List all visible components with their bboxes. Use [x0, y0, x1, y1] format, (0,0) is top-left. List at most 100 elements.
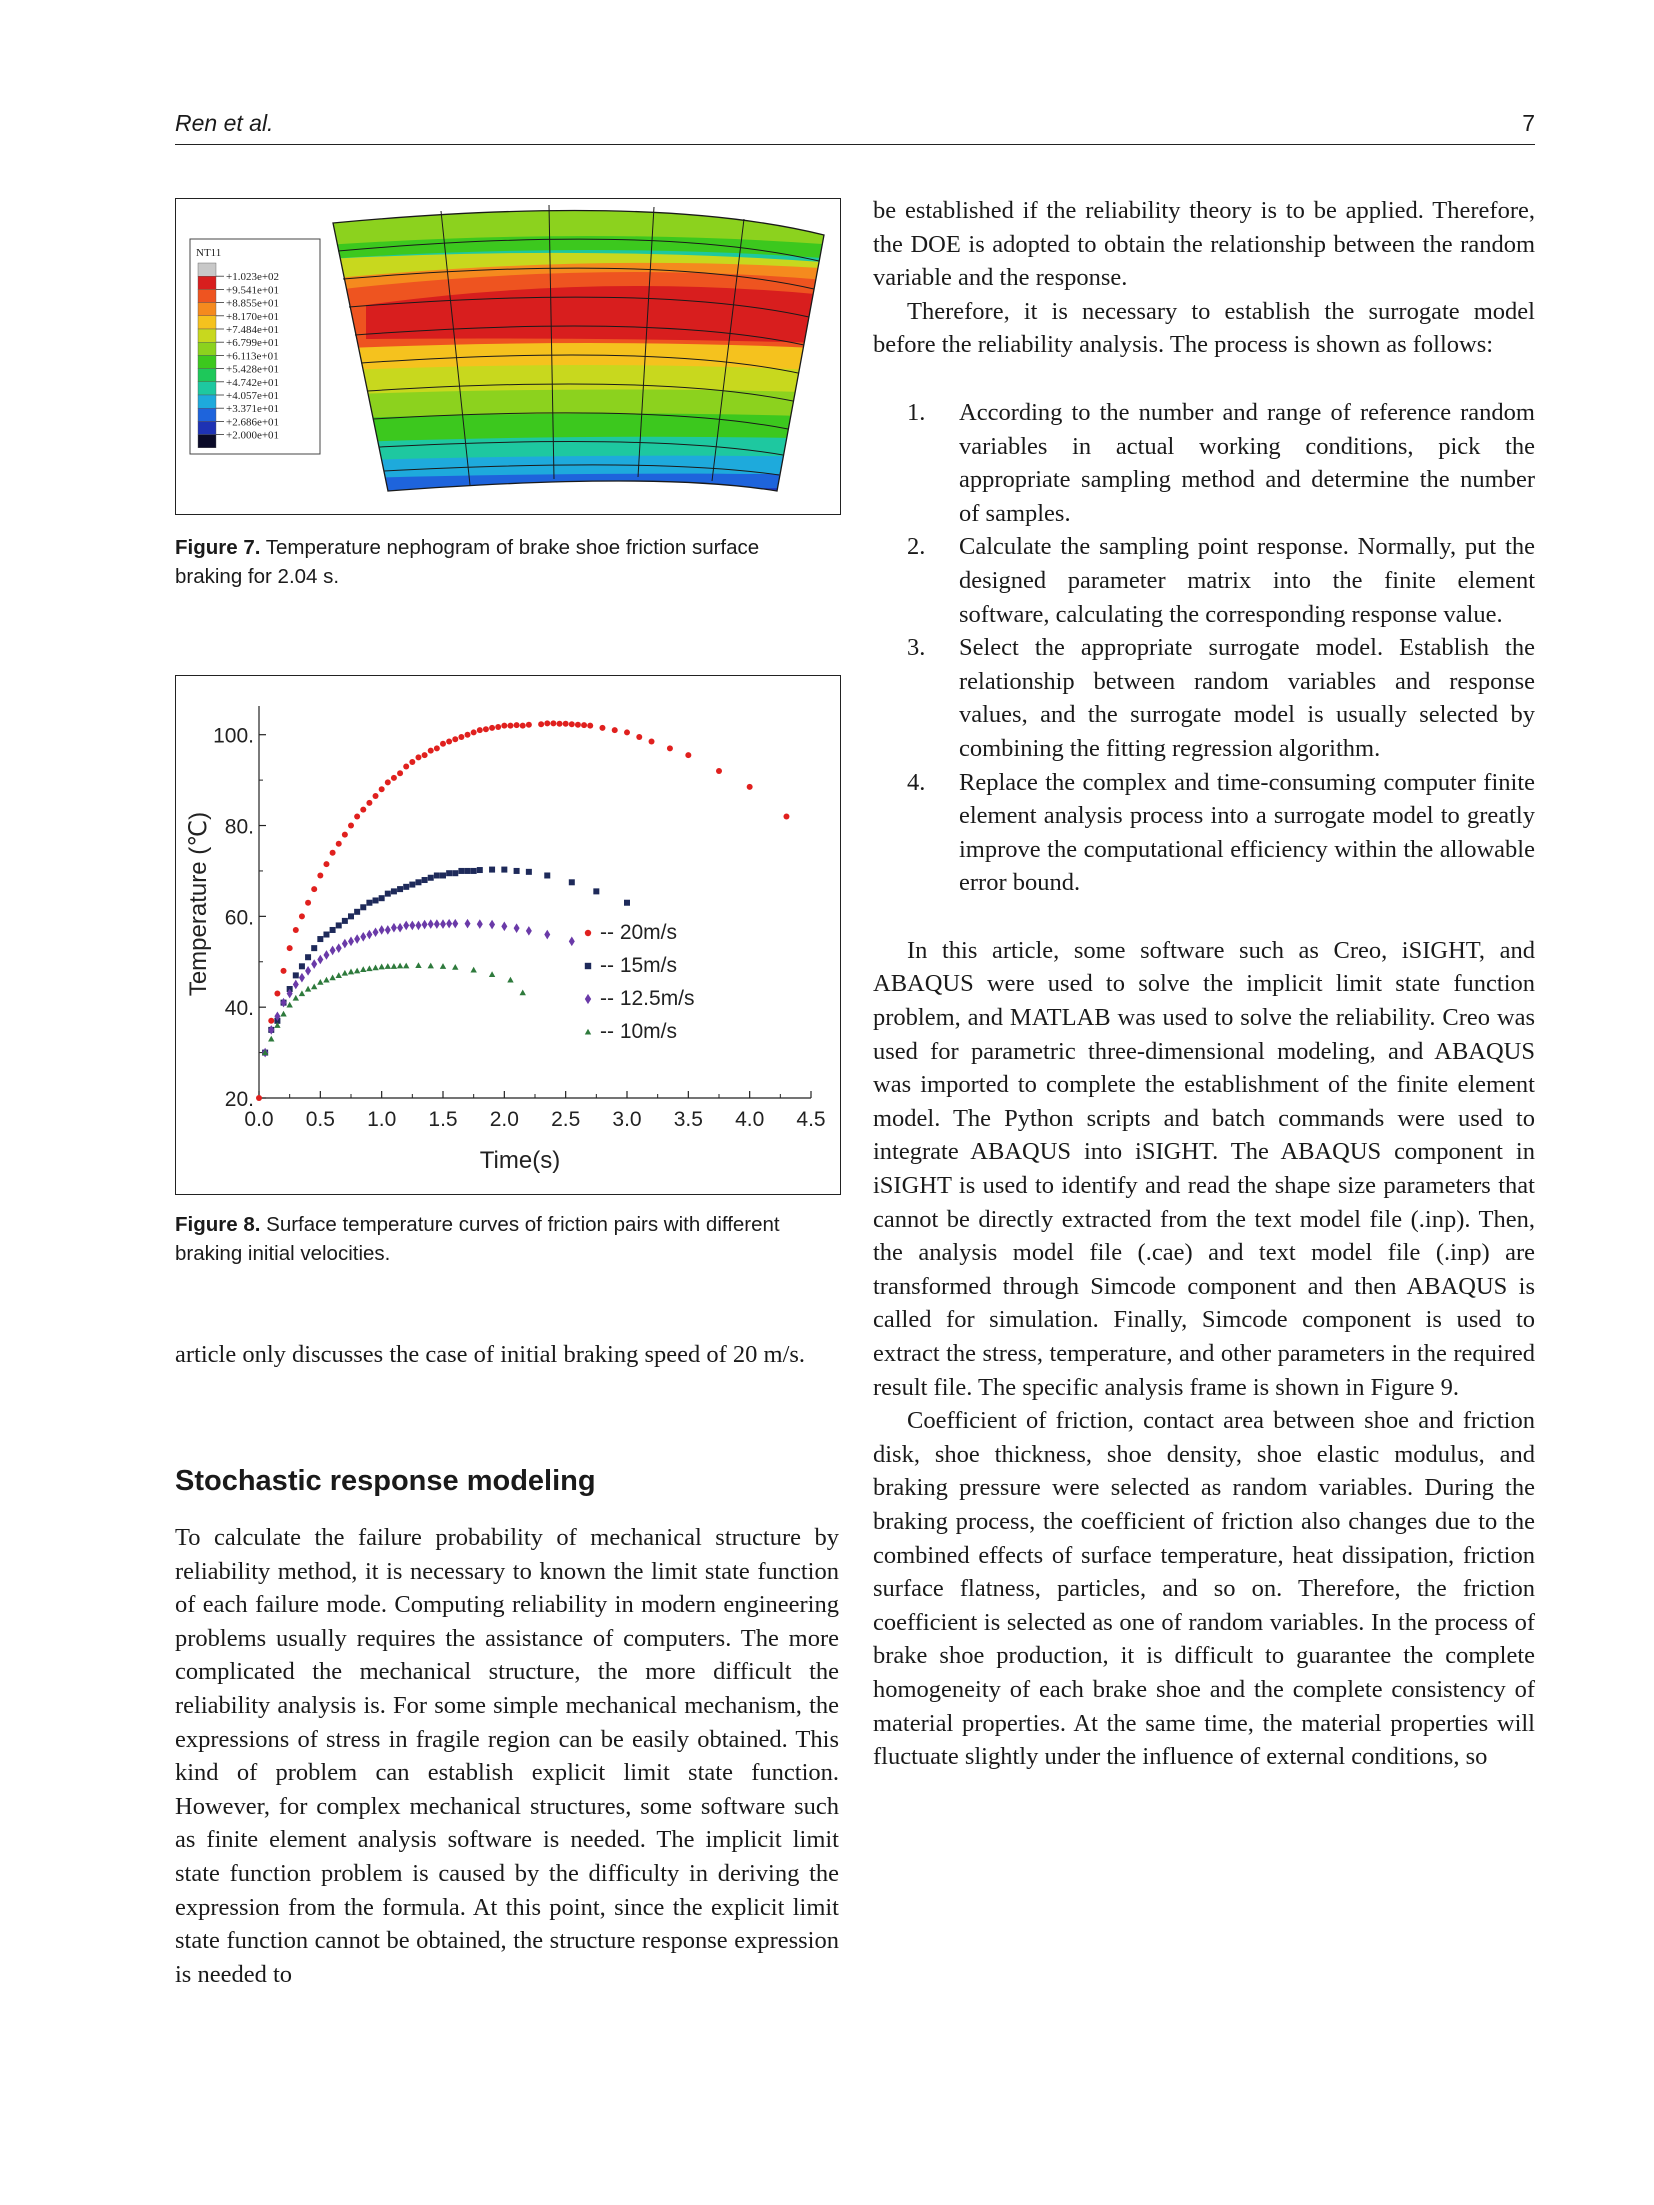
legend-swatch — [197, 328, 217, 343]
mesh-lines — [332, 204, 825, 492]
data-point — [716, 768, 722, 775]
data-point — [421, 752, 428, 759]
data-point — [470, 729, 477, 736]
data-point — [378, 925, 385, 935]
process-steps-list: 1. According to the number and range of … — [873, 396, 1535, 900]
data-point — [360, 806, 367, 813]
data-point — [513, 722, 520, 729]
data-point — [409, 920, 416, 931]
data-point — [353, 967, 361, 974]
step-number: 3. — [907, 634, 926, 662]
y-axis-label: Temperature (℃) — [185, 812, 212, 996]
x-tick-label: 4.5 — [796, 1108, 825, 1131]
data-point — [501, 921, 508, 932]
legend-entry: -- 12.5m/s — [600, 987, 695, 1010]
data-point — [274, 1011, 281, 1022]
legend-value: +4.742e+01 — [226, 377, 279, 389]
step-text: According to the number and range of ref… — [959, 398, 1535, 527]
data-point — [305, 966, 312, 976]
legend-value: +8.170e+01 — [226, 311, 279, 323]
legend-swatch — [197, 289, 217, 303]
data-point — [568, 879, 575, 886]
data-point — [427, 962, 434, 969]
legend-swatch — [197, 275, 217, 290]
data-point — [544, 720, 551, 727]
x-tick-label: 3.5 — [674, 1108, 703, 1131]
data-point — [648, 738, 655, 745]
legend-value: +7.484e+01 — [226, 324, 279, 336]
data-point — [427, 919, 434, 929]
data-point — [599, 724, 606, 731]
data-point — [286, 1001, 293, 1008]
figure-7-nephogram: NT11 +1.023e+02+9.541e+01 +8.855e+01+8.17… — [189, 204, 825, 492]
data-point — [433, 745, 440, 752]
x-tick-label: 3.0 — [612, 1108, 641, 1131]
figure-8-caption-text: Surface temperature curves of friction p… — [175, 1213, 780, 1265]
list-item: 2. Calculate the sampling point response… — [873, 530, 1535, 631]
y-tick-label: 20. — [225, 1088, 254, 1111]
data-point — [476, 727, 483, 734]
data-point — [384, 779, 391, 786]
legend-swatch — [197, 341, 217, 356]
step-number: 4. — [907, 768, 926, 796]
data-point — [286, 945, 293, 952]
data-point — [335, 972, 342, 978]
data-point — [440, 919, 446, 929]
brake-shoe-contour — [333, 210, 824, 491]
data-point — [568, 721, 575, 728]
legend-value: +9.541e+01 — [226, 284, 279, 296]
data-point — [378, 895, 385, 902]
data-point — [317, 979, 324, 985]
data-point — [556, 720, 563, 727]
data-point — [482, 726, 489, 733]
data-point — [446, 738, 453, 745]
page-header: Ren et al. 7 — [175, 108, 1535, 145]
data-point — [562, 720, 569, 727]
step-text: Replace the complex and time-consuming c… — [959, 768, 1535, 897]
data-point — [354, 934, 361, 944]
data-point — [280, 967, 287, 974]
data-point — [470, 966, 477, 973]
data-point — [341, 969, 349, 976]
data-point — [507, 722, 514, 729]
legend-swatch — [197, 434, 217, 449]
right-continuation-paragraph: be established if the reliability theory… — [873, 197, 1535, 292]
data-point — [348, 936, 354, 947]
legend-value: +8.855e+01 — [226, 298, 279, 310]
data-point — [372, 897, 379, 904]
legend-swatch — [197, 368, 217, 383]
legend-value: +3.371e+01 — [226, 403, 279, 415]
data-point — [624, 729, 630, 736]
legend-swatch — [197, 302, 217, 316]
data-point — [348, 913, 354, 920]
data-point — [584, 929, 592, 937]
data-point — [268, 1035, 275, 1042]
data-point — [329, 974, 336, 981]
data-point — [323, 976, 330, 983]
legend-entry: -- 20m/s — [600, 921, 677, 944]
data-point — [280, 997, 287, 1008]
legend-swatch — [197, 421, 217, 435]
data-point — [584, 1028, 592, 1035]
data-point — [513, 923, 520, 933]
data-point — [513, 867, 520, 874]
data-point — [323, 861, 330, 868]
x-tick-label: 4.0 — [735, 1108, 764, 1131]
continuation-paragraph: article only discusses the case of initi… — [175, 1341, 806, 1368]
data-point — [403, 763, 410, 770]
data-point — [421, 919, 428, 930]
data-point — [433, 872, 440, 879]
data-point — [292, 979, 299, 990]
y-tick-label: 60. — [225, 906, 254, 929]
data-point — [439, 963, 447, 969]
data-point — [427, 874, 434, 881]
data-point — [440, 872, 446, 879]
data-point — [409, 758, 416, 765]
list-item: 4. Replace the complex and time-consumin… — [873, 766, 1535, 900]
data-point — [298, 972, 305, 983]
data-point — [317, 954, 324, 965]
random-variables-paragraph: Coefficient of friction, contact area be… — [873, 1407, 1535, 1771]
data-point — [311, 983, 318, 990]
data-point — [378, 786, 385, 793]
legend-color-scale — [197, 262, 217, 449]
